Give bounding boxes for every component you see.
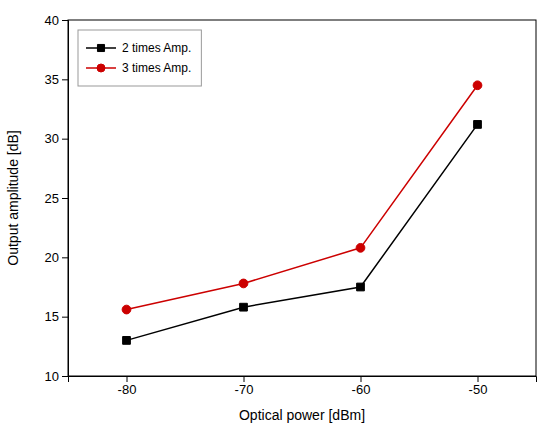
x-tick: -60 bbox=[352, 376, 371, 397]
series-point bbox=[239, 279, 248, 288]
y-tick-label: 35 bbox=[45, 72, 59, 87]
legend-box bbox=[78, 30, 201, 86]
series-line bbox=[127, 124, 478, 340]
series-line bbox=[127, 85, 478, 309]
y-tick: 10 bbox=[45, 369, 68, 384]
series-point bbox=[356, 243, 365, 252]
y-tick-label: 20 bbox=[45, 250, 59, 265]
y-tick-mark bbox=[62, 376, 68, 377]
y-tick-mark bbox=[62, 317, 68, 318]
x-tick-mark bbox=[244, 376, 245, 382]
x-tick-label: -70 bbox=[235, 382, 254, 397]
y-tick: 20 bbox=[45, 250, 68, 265]
y-tick-mark bbox=[62, 257, 68, 258]
legend-entry: 3 times Amp. bbox=[86, 61, 191, 75]
x-tick: -80 bbox=[118, 376, 137, 397]
series-point bbox=[240, 303, 248, 311]
series-point bbox=[122, 305, 131, 314]
x-tick: -70 bbox=[235, 376, 254, 397]
y-tick: 15 bbox=[45, 309, 68, 324]
y-tick-mark bbox=[62, 198, 68, 199]
plot: -80 -70 -60 -50 10 15 20 25 30 35 40 2 times Amp. 3 … bbox=[45, 13, 537, 398]
legend: 2 times Amp. 3 times Amp. bbox=[78, 30, 201, 86]
legend-swatch-marker bbox=[97, 44, 104, 51]
series-point bbox=[474, 121, 482, 129]
legend-label: 2 times Amp. bbox=[122, 41, 191, 55]
x-axis: -80 -70 -60 -50 bbox=[69, 376, 537, 397]
y-tick-mark bbox=[62, 20, 68, 21]
legend-swatch-marker bbox=[97, 64, 105, 72]
y-tick-label: 30 bbox=[45, 131, 59, 146]
x-axis-line bbox=[69, 377, 537, 383]
y-tick: 40 bbox=[45, 13, 68, 28]
x-tick: -50 bbox=[469, 376, 488, 397]
x-axis-title: Optical power [dBm] bbox=[239, 407, 365, 423]
chart: -80 -70 -60 -50 10 15 20 25 30 35 40 2 times Amp. 3 … bbox=[0, 0, 558, 434]
y-axis-title: Output amplitude [dB] bbox=[5, 130, 21, 265]
x-tick-mark bbox=[127, 376, 128, 382]
y-tick-label: 25 bbox=[45, 191, 59, 206]
y-tick-mark bbox=[62, 79, 68, 80]
series-point bbox=[123, 337, 131, 345]
x-tick-label: -60 bbox=[352, 382, 371, 397]
series-point bbox=[473, 81, 482, 90]
y-tick: 30 bbox=[45, 131, 68, 146]
y-tick-mark bbox=[62, 139, 68, 140]
plot-frame bbox=[68, 20, 536, 376]
marks bbox=[122, 81, 482, 344]
series-point bbox=[357, 283, 365, 291]
y-tick: 35 bbox=[45, 72, 68, 87]
y-axis: 10 15 20 25 30 35 40 bbox=[45, 13, 69, 384]
x-tick-mark bbox=[478, 376, 479, 382]
legend-entry: 2 times Amp. bbox=[86, 41, 191, 55]
x-tick-label: -50 bbox=[469, 382, 488, 397]
x-tick-mark bbox=[361, 376, 362, 382]
legend-label: 3 times Amp. bbox=[122, 61, 191, 75]
y-axis-line bbox=[62, 21, 69, 377]
x-tick-label: -80 bbox=[118, 382, 137, 397]
y-tick-label: 15 bbox=[45, 309, 59, 324]
y-tick-label: 40 bbox=[45, 13, 59, 28]
y-tick-label: 10 bbox=[45, 369, 59, 384]
y-tick: 25 bbox=[45, 191, 68, 206]
